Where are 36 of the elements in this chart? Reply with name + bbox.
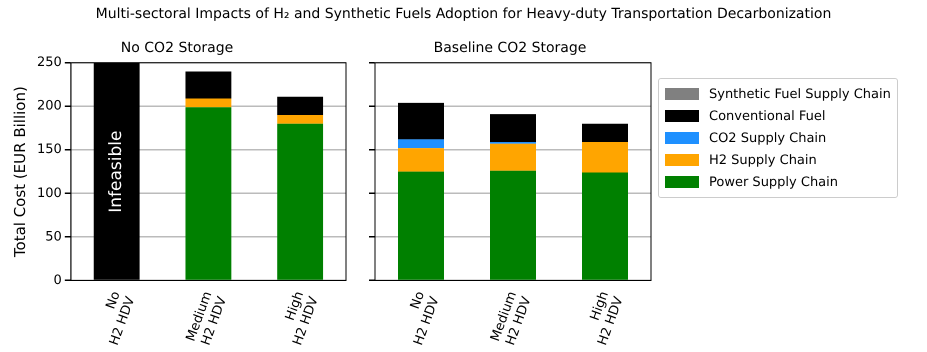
bar <box>582 172 628 280</box>
bar <box>185 107 232 280</box>
y-tick-label: 250 <box>36 55 62 70</box>
x-tick-label: No H2 HDV <box>408 290 443 348</box>
bar <box>398 102 444 140</box>
bar <box>490 144 536 171</box>
chart-subtitle: No CO2 Storage <box>120 40 234 56</box>
bar <box>277 115 324 124</box>
bar <box>277 124 324 280</box>
y-tick-label: 150 <box>36 142 62 158</box>
y-tick-label: 100 <box>36 186 62 201</box>
bar <box>490 170 536 280</box>
annotation: Infeasible <box>106 130 126 213</box>
bar <box>277 96 324 116</box>
legend-label: CO2 Supply Chain <box>709 130 826 146</box>
bar <box>582 124 628 142</box>
bar <box>398 172 444 280</box>
y-tick-label: 50 <box>45 229 62 244</box>
x-tick-label: High H2 HDV <box>588 290 627 348</box>
chart-subtitle: Baseline CO2 Storage <box>434 40 586 56</box>
x-tick-label: No H2 HDV <box>103 290 138 348</box>
legend-label: Conventional Fuel <box>709 108 826 124</box>
bar <box>185 72 232 98</box>
y-tick-label: 200 <box>36 98 62 114</box>
text: Multi-sectoral Impacts of H₂ and Synthetic Fuels Adoption for Heavy-duty Transportation Decarbonization <box>94 6 832 22</box>
legend-label: H2 Supply Chain <box>709 152 817 168</box>
bar <box>398 139 444 148</box>
bar <box>582 142 628 173</box>
legend-label: Power Supply Chain <box>709 174 838 190</box>
legend-label: Synthetic Fuel Supply Chain <box>709 86 891 102</box>
bar <box>490 114 536 142</box>
y-tick-label: 0 <box>54 272 62 288</box>
x-tick-label: High H2 HDV <box>282 290 322 348</box>
y-axis-title: Total Cost (EUR Billion) <box>10 86 29 258</box>
bar <box>185 98 232 108</box>
bar <box>398 148 444 172</box>
